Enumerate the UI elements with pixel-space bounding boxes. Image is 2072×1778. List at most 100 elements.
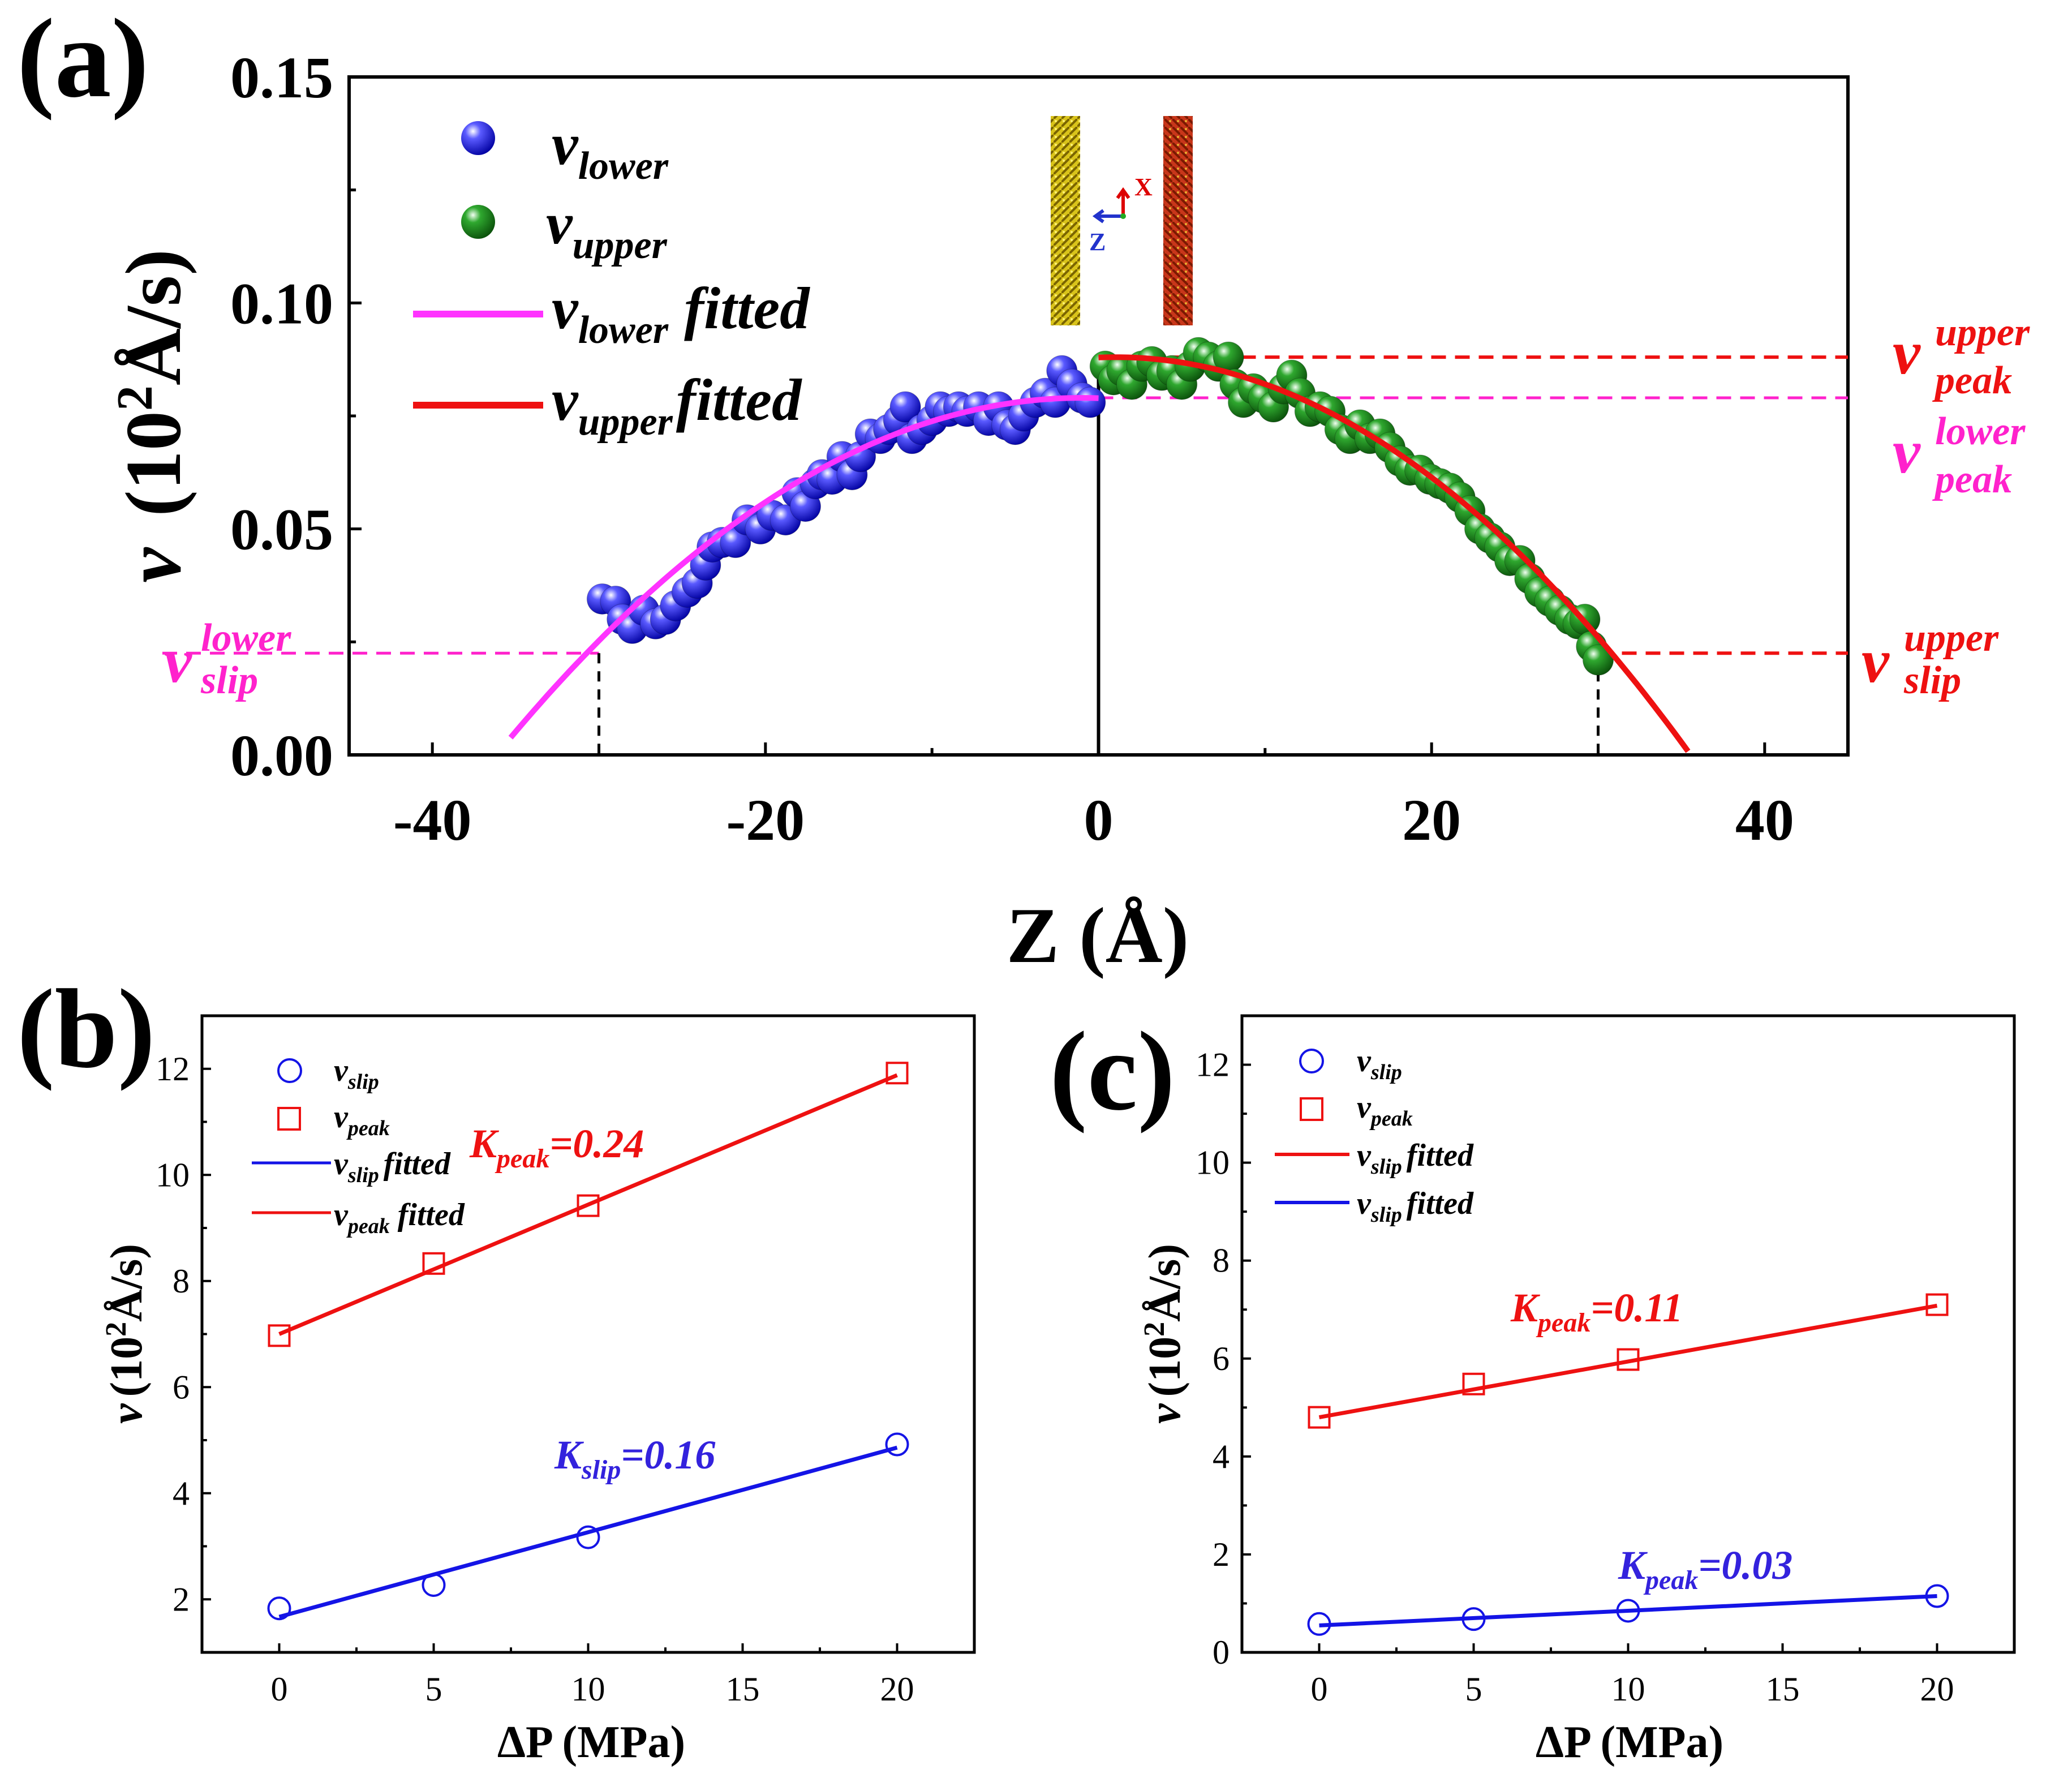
k-peak-label-blue: Kpeak=0.03 [1618,1543,1792,1595]
panel-b-xtick-label: 15 [726,1670,760,1708]
label-v-slip-lower: v lower slip [164,616,291,702]
panel-c-ytick-label: 4 [1213,1438,1230,1475]
legend-green-ball-icon [461,205,495,239]
legend-circle-icon [1299,1049,1324,1073]
panel-b-label: (b) [17,967,155,1092]
panel-b-xtick-label: 0 [271,1670,288,1708]
panel-c-yticklabels: 0 2 4 6 8 10 12 [1196,1046,1230,1671]
square-marker [885,1062,909,1085]
panel-c-ytick-label: 0 [1213,1634,1230,1671]
panel-c-xlabel: ΔP (MPa) [1536,1717,1723,1767]
red-wall-icon [1163,116,1193,325]
fit-line-red [278,1073,898,1336]
panel-b-xtick-label: 5 [425,1670,442,1708]
panel-c-xticklabels: 0 5 10 15 20 [1311,1670,1954,1708]
panel-b-ytick-label: 4 [173,1475,190,1512]
panel-c: (c) 0 2 4 6 8 10 12 0 5 10 15 20 ΔP (MPa… [1050,1009,2016,1767]
panel-a-ylabel-unit-exp: 2 [107,385,163,411]
circle-marker [267,1596,291,1621]
k-slip-label: Kslip=0.16 [554,1432,715,1485]
panel-a-xtick-label: 0 [1084,788,1114,853]
panel-c-ticks [1242,1063,1938,1654]
panel-b-xtick-label: 20 [880,1670,914,1708]
panel-c-xtick-label: 10 [1611,1670,1645,1708]
label-v-peak-upper: v upper peak [1893,311,2030,402]
square-marker [1462,1372,1485,1395]
panel-a-xtick-label: 20 [1402,788,1461,853]
green-ball-point [1583,644,1614,676]
fit-line-red [1318,1303,1938,1420]
panel-a: (a) 0.00 0.05 0.10 0.15 -40 -20 0 20 40 … [17,0,2030,980]
legend-square-icon [1300,1097,1323,1121]
yellow-wall-icon [1051,116,1080,325]
panel-a-xtick-label: -20 [727,788,805,853]
panel-a-ytick-label: 0.00 [230,723,333,788]
square-marker [577,1194,600,1217]
blue-ball-point [889,391,921,423]
circle-marker [576,1525,600,1549]
legend-square-icon [277,1107,301,1131]
k-peak-label-red: Kpeak=0.11 [1510,1285,1683,1338]
panel-a-inset: X Z [1051,116,1193,325]
panel-b-yticklabels: 2 4 6 8 10 12 [156,1050,190,1618]
legend-v-upper: vupper [546,190,668,267]
legend-v-slip-fitted-red: vslip fitted [1357,1138,1474,1179]
legend-circle-icon [277,1058,302,1083]
legend-v-peak: vpeak [334,1100,390,1140]
legend-v-slip: vslip [334,1053,379,1094]
panel-c-ytick-label: 6 [1213,1340,1230,1377]
legend-v-lower-fitted: vlower fitted [552,275,810,352]
series-v-upper [1089,337,1614,676]
circle-marker [1461,1607,1486,1631]
legend-blue-ball-icon [461,121,495,155]
square-marker [1925,1293,1949,1316]
legend-v-lower: vlower [552,111,669,188]
fit-curve-magenta [508,395,1099,740]
panel-a-label: (a) [17,0,149,121]
panel-a-legend: vlower vupper vlower fitted vupperfitted [413,111,810,444]
panel-c-xtick-label: 0 [1311,1670,1328,1708]
panel-a-xlabel: Z (Å) [1007,892,1189,980]
panel-a-xticklabels: -40 -20 0 20 40 [393,788,1794,853]
origin-dot-icon [1120,213,1126,219]
panel-b-ytick-label: 8 [173,1262,190,1300]
square-marker [268,1324,291,1347]
legend-v-peak-fitted: vpeak fitted [334,1197,465,1238]
panel-b-plot-area [267,1062,909,1621]
panel-a-ylabel-unit-post: Å/s) [110,249,197,385]
legend-v-slip-fitted-blue: vslip fitted [1357,1186,1474,1227]
panel-a-xtick-label: 40 [1735,788,1794,853]
label-v-slip-upper: v upper slip [1862,616,1999,702]
circle-marker [1616,1599,1640,1623]
panel-a-ylabel-v: v [110,547,197,583]
panel-a-ylabel-unit-pre: (10 [110,411,197,517]
square-marker [1617,1348,1640,1371]
panel-a-plot-area [162,337,1848,755]
label-v-peak-lower: v lower peak [1893,410,2026,501]
panel-b: (b) 2 4 6 8 10 12 0 5 10 15 20 ΔP (MPa) … [17,967,976,1767]
x-arrow-icon [1116,187,1130,216]
circle-marker [1925,1584,1949,1608]
panel-c-xtick-label: 5 [1465,1670,1482,1708]
panel-c-label: (c) [1050,1009,1175,1134]
fit-curve-red [1098,354,1691,753]
panel-b-ytick-label: 12 [156,1050,190,1088]
panel-c-legend: vslip vpeak vslip fitted vslip fitted [1275,1043,1474,1227]
panel-b-xticklabels: 0 5 10 15 20 [271,1670,914,1708]
panel-b-ticks [202,1067,899,1652]
panel-c-ytick-label: 8 [1213,1242,1230,1279]
square-marker [422,1252,445,1275]
panel-b-xtick-label: 10 [571,1670,605,1708]
square-marker [1308,1406,1331,1429]
panel-a-ylabel: v (102Å/s) [107,249,197,583]
panel-a-ytick-label: 0.05 [230,497,333,562]
panel-b-ytick-label: 10 [156,1156,190,1193]
panel-a-yticklabels: 0.00 0.05 0.10 0.15 [230,45,333,788]
legend-v-slip-fitted: vslip fitted [334,1146,451,1187]
inset-z-label: Z [1089,228,1106,256]
panel-b-frame [200,1014,976,1654]
fit-line-blue [1319,1594,1937,1627]
k-peak-label: Kpeak=0.24 [469,1121,644,1174]
legend-v-peak: vpeak [1357,1090,1413,1131]
